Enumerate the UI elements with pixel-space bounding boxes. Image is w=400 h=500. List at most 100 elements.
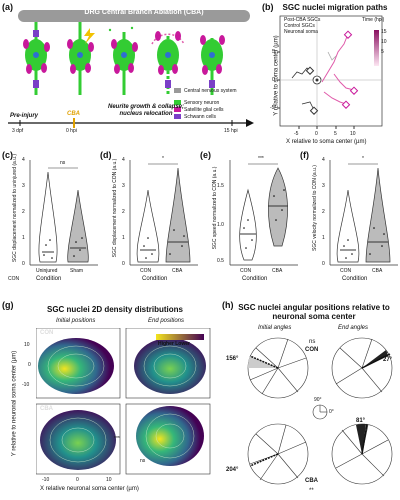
c-ytick-4: 4 (22, 157, 25, 163)
panel-f-violin (329, 160, 398, 266)
g-row-con: CON (40, 330, 54, 336)
d-sig: * (162, 156, 164, 162)
h-cba-label: CBA (305, 478, 318, 484)
e-xlabel: Condition (242, 276, 268, 282)
c-ytick-1: 1 (22, 235, 25, 241)
neuron-1 (23, 22, 50, 95)
b-xtick-4: 10 (350, 131, 356, 137)
panel-h-title: SGC nuclei angular positions relative to… (238, 303, 390, 321)
e-cat-2: CBA (272, 268, 283, 274)
g-ylabel: Y relative to neuronal soma center (µm) (11, 350, 18, 457)
e-ylabel: SGC speed normalized to CON (a.u.) (212, 166, 218, 250)
e-sig: *** (258, 156, 264, 162)
legend-cns: Central nervous system (184, 88, 237, 94)
f-ytick-2: 2 (322, 209, 325, 215)
b-ylabel: Y relative to soma center (µm) (273, 35, 280, 116)
c-ytick-3: 3 (22, 183, 25, 189)
b-ytick-1: 5 (272, 49, 275, 55)
f-ylabel: SGC velocity normalized to CON (a.u.) (312, 165, 318, 251)
laser-bolt-icon (84, 28, 95, 44)
d-ytick-4: 4 (122, 157, 125, 163)
c-ytick-0: 0 (22, 261, 25, 267)
colorbar-tick-5: 5 (381, 49, 384, 55)
c-cat-2: Sham (70, 268, 84, 274)
f-ytick-3: 3 (322, 183, 325, 189)
h-sig: ** (309, 488, 314, 494)
timeline-0hpi: 0 hpi (66, 128, 77, 134)
panel-a-letter: (a) (2, 2, 13, 12)
legend-post-cba: Post-CBA SGCs (284, 17, 321, 23)
f-ytick-4: 4 (322, 157, 325, 163)
g-xtick-1: -10 (42, 477, 50, 483)
legend-sgc: Satellite glial cells (184, 107, 224, 113)
timeline-pre: Pre-injury (10, 113, 39, 119)
panel-b-plot (277, 15, 383, 129)
h-col1: Initial angles (258, 325, 292, 331)
h-ns: ns (309, 339, 316, 345)
g-ytick-2: 0 (28, 362, 31, 368)
g-ytick-1: 10 (24, 342, 30, 348)
d-ytick-2: 2 (122, 209, 125, 215)
d-ytick-3: 3 (122, 183, 125, 189)
legend-schwann: Schwann cells (184, 114, 216, 120)
neuron-2 (67, 22, 95, 95)
f-ytick-1: 1 (322, 235, 325, 241)
d-xlabel: Condition (142, 276, 168, 282)
timeline-15hpi: 15 hpi (224, 128, 238, 134)
h-angle-cba-init: 204° (226, 467, 239, 473)
timeline-cba: CBA (67, 111, 80, 117)
panel-d-violin (129, 160, 198, 266)
e-ytick-15: 1.5 (217, 183, 224, 189)
legend-soma: Neuronal soma (284, 29, 318, 35)
b-ytick-2: 0 (272, 77, 275, 83)
h-con-label: CON (305, 347, 319, 353)
panel-e-violin (229, 160, 298, 266)
g-col1: Initial positions (56, 318, 96, 324)
neuron-3 (108, 26, 138, 95)
d-cat-2: CBA (172, 268, 183, 274)
f-cat-1: CON (340, 268, 352, 274)
f-sig: * (362, 156, 364, 162)
panel-a-schematic (8, 10, 254, 128)
timeline-dpf: 3 dpf (12, 128, 24, 134)
d-cat-1: CON (140, 268, 152, 274)
panel-d-letter: (d) (100, 150, 112, 160)
h-compass-top: 90° (314, 397, 322, 403)
colorbar-tick-10: 10 (381, 39, 387, 45)
e-ytick-10: 1.0 (217, 222, 224, 228)
panel-h-rose (247, 337, 393, 485)
panel-e-letter: (e) (200, 150, 211, 160)
panel-g-title: SGC nuclei 2D density distributions (46, 305, 184, 314)
legend-sensory-neuron: Sensory neuron (184, 100, 220, 106)
c-cat-1: Uninjured (36, 268, 58, 274)
g-ytick-3: -10 (22, 382, 30, 388)
legend-control: Control SGCs (284, 23, 315, 29)
e-ytick-05: 0.5 (217, 258, 224, 264)
h-angle-con-end: 27° (383, 357, 393, 363)
c-xlabel: Condition (36, 276, 62, 282)
d-ytick-0: 0 (122, 261, 125, 267)
d-ylabel: SGC displacement normalized to CON (a.u.… (112, 158, 118, 258)
timeline-caption: Neurite growth & collapse; nucleus reloc… (107, 104, 184, 117)
b-xtick-2: 0 (315, 131, 318, 137)
panel-g-letter: (g) (2, 300, 14, 310)
g-xtick-2: 0 (76, 477, 79, 483)
b-ytick-3: -5 (270, 105, 275, 111)
c-extra: CON (8, 276, 20, 282)
b-xtick-1: -5 (294, 131, 299, 137)
h-angle-con-init: 156° (226, 356, 239, 362)
g-col2: End positions (148, 318, 185, 324)
colorbar-tick-15: 15 (381, 29, 387, 35)
g-sig-x: ns (140, 458, 146, 464)
neuron-5 (200, 35, 225, 95)
f-ytick-0: 0 (322, 261, 325, 267)
h-col2: End angles (338, 325, 369, 331)
f-cat-2: CBA (372, 268, 383, 274)
c-ylabel: SGC displacement normalized to uninjured… (12, 153, 18, 263)
cns-bar (18, 10, 250, 22)
panel-g-density (36, 328, 211, 475)
g-row-cba: CBA (40, 406, 53, 412)
panel-b-letter: (b) (262, 2, 274, 12)
c-ytick-2: 2 (22, 209, 25, 215)
h-compass-right: 0° (329, 409, 334, 415)
